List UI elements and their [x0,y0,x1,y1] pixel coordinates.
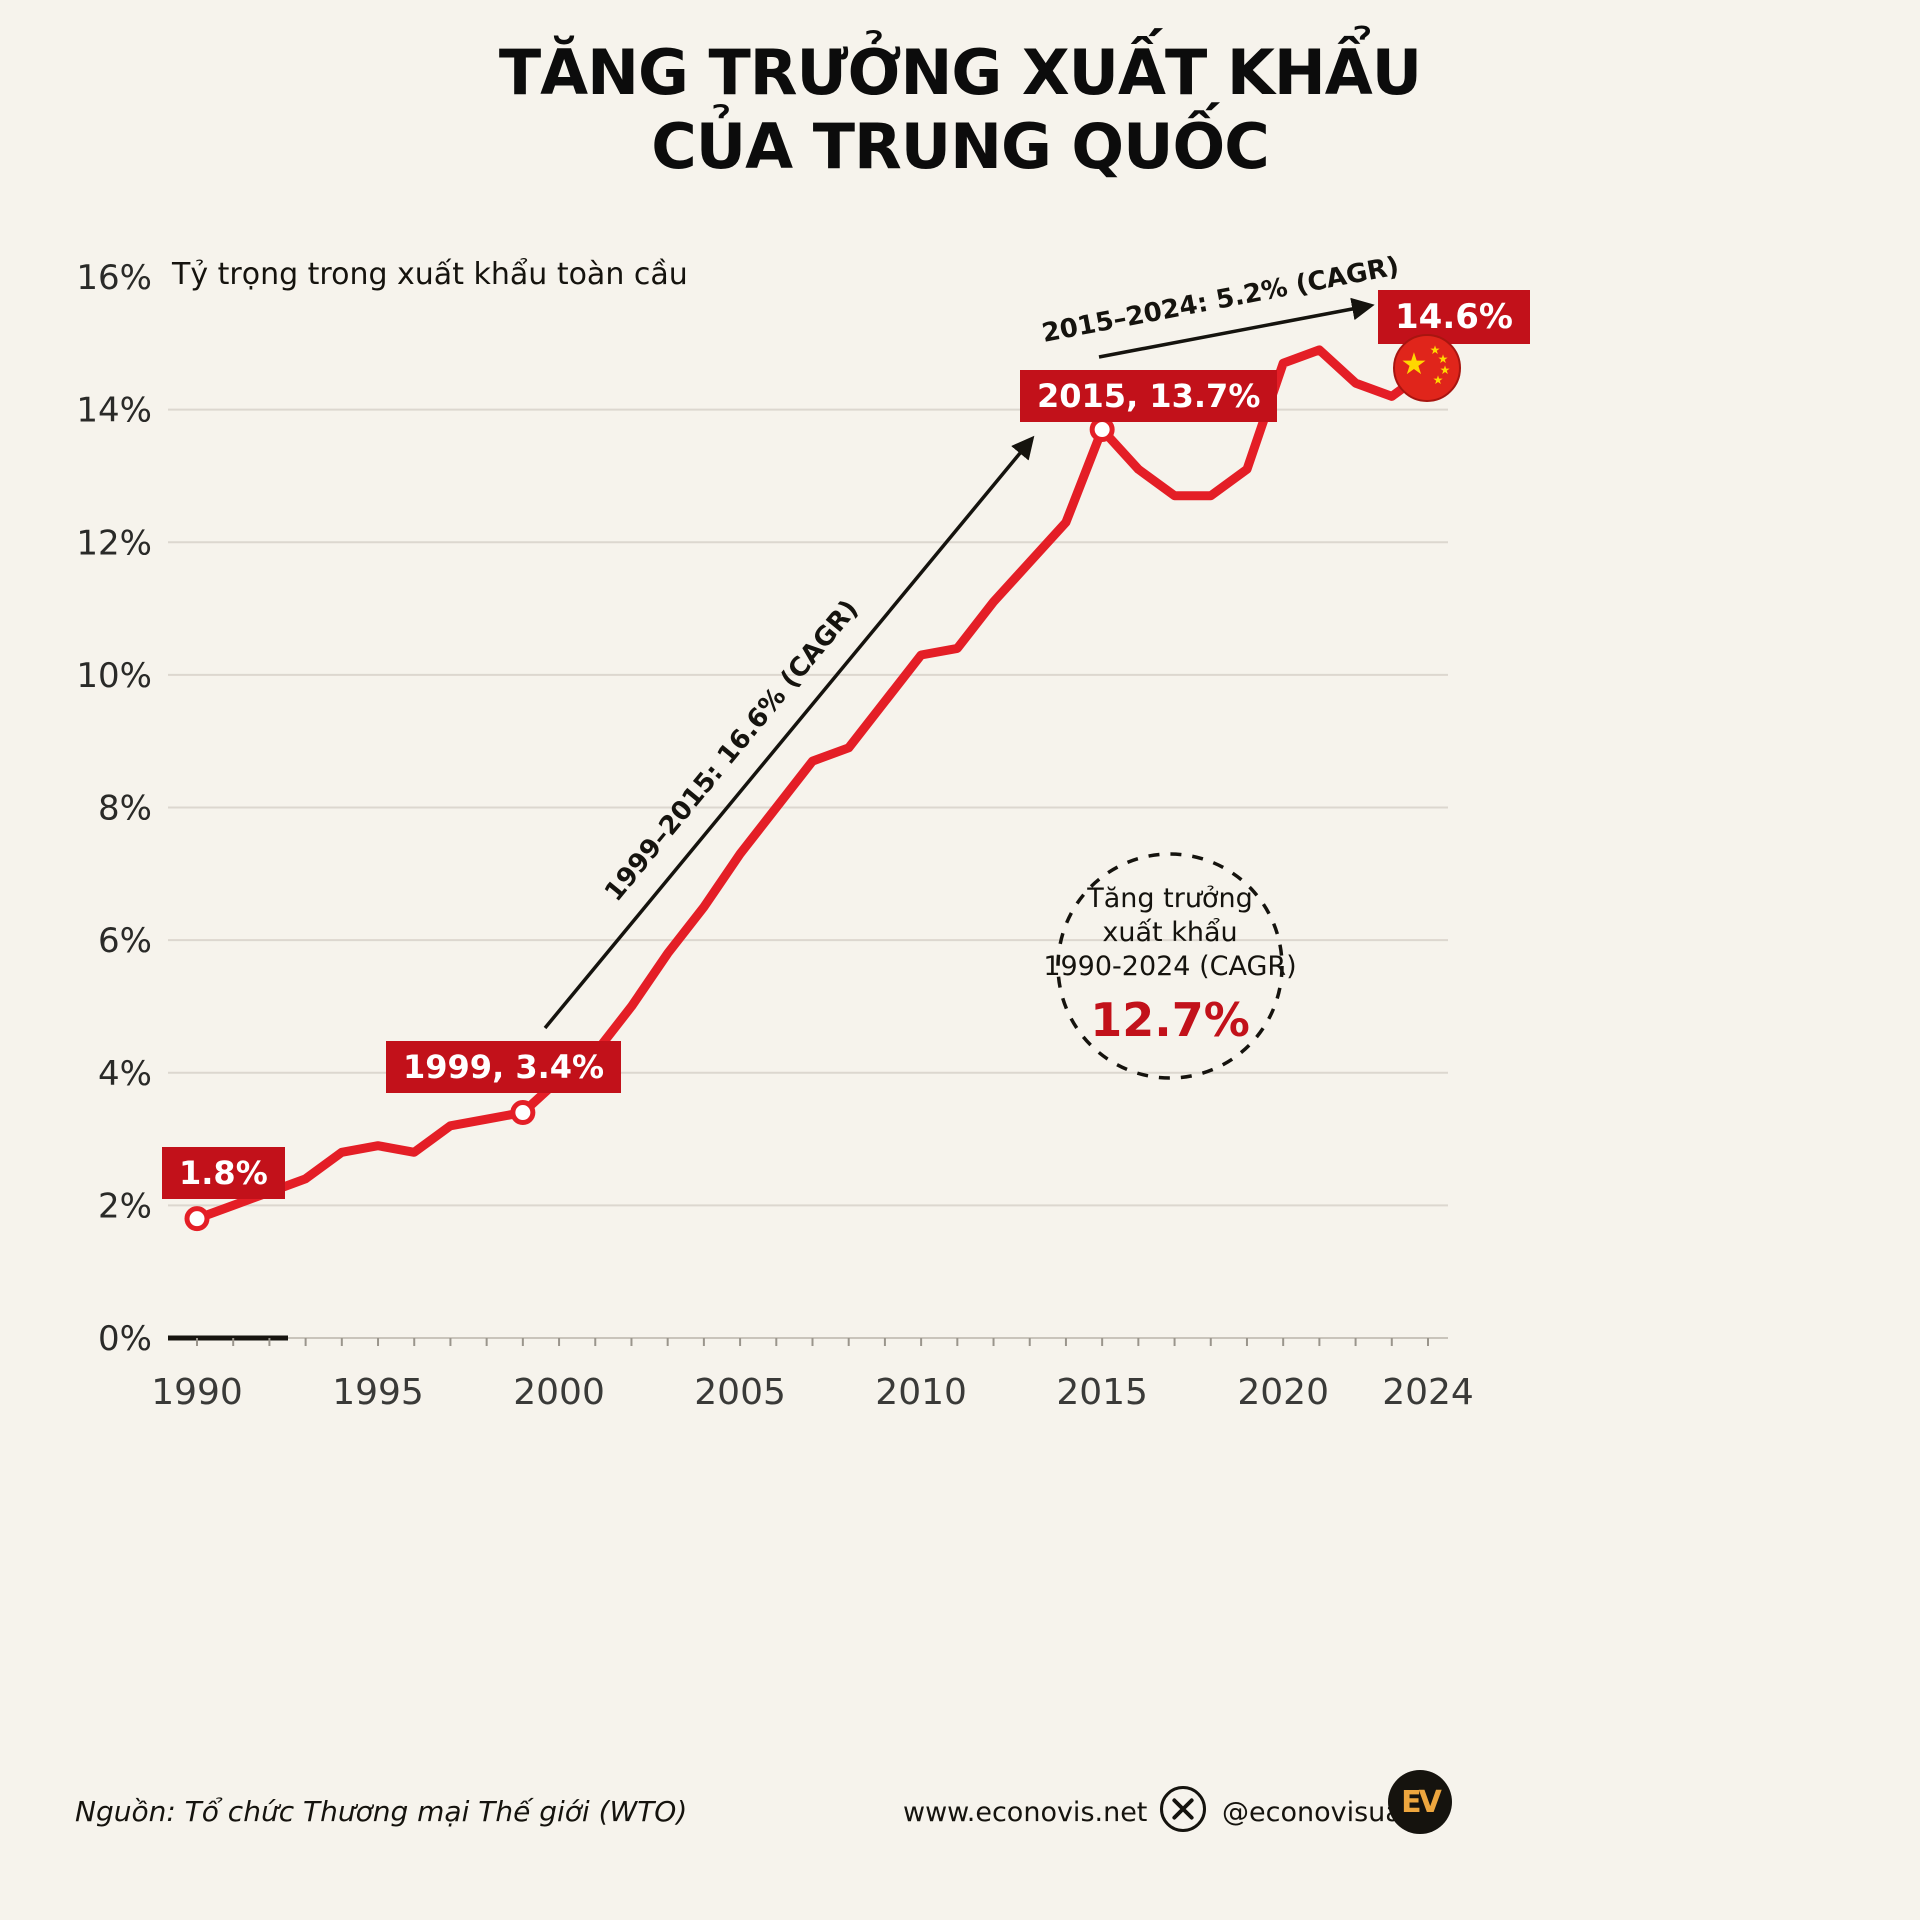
econovis-logo: EV [1388,1770,1452,1834]
y-axis-label: 0% [98,1319,152,1359]
y-axis-label: 4% [98,1054,152,1094]
y-axis-label: 2% [98,1186,152,1226]
value-badge-1999: 1999, 3.4% [386,1041,622,1093]
cagr-summary-value: 12.7% [1090,993,1250,1048]
x-axis-label: 2024 [1382,1372,1474,1413]
svg-text:★: ★ [1430,343,1441,357]
x-axis-label: 2010 [875,1372,967,1413]
cagr-arrow-2015-2024 [1098,297,1375,359]
svg-text:★: ★ [1438,352,1449,366]
cagr-summary-line1: Tăng trưởng [1087,883,1253,914]
cagr-summary-line3: 1990-2024 (CAGR) [1043,950,1297,982]
x-axis-label: 2000 [513,1372,605,1413]
data-point-marker-1999 [510,1100,536,1126]
svg-text:★: ★ [1401,347,1428,382]
export-share-line [192,345,1433,1224]
data-point-marker-2015 [1089,417,1115,443]
y-axis-label: 8% [98,789,152,829]
econovis-logo-text: EV [1401,1784,1442,1820]
cagr-summary-line2: xuất khẩu [1102,916,1238,948]
chart-title-line1: TĂNG TRƯỞNG XUẤT KHẨU [498,36,1422,109]
website-text: www.econovis.net [903,1797,1148,1828]
cagr-circle-outline [1056,852,1284,1080]
y-axis-label: 12% [76,523,152,563]
data-point-marker-1990 [184,1206,210,1232]
cagr-arrow-1999-2015 [543,435,1035,1030]
x-axis-label: 2020 [1237,1372,1329,1413]
value-badge-2024: 14.6% [1378,290,1530,344]
x-glyph [1172,1798,1194,1820]
y-axis-title: Tỷ trọng trong xuất khẩu toàn cầu [172,257,688,292]
x-axis-label: 2015 [1056,1372,1148,1413]
value-badge-1990: 1.8% [162,1147,285,1199]
x-axis-label: 1990 [151,1372,243,1413]
line-layer [184,345,1433,1232]
svg-text:★: ★ [1440,363,1451,377]
x-axis-label: 2005 [694,1372,786,1413]
y-axis-label: 6% [98,921,152,961]
chart-title-line2: CỦA TRUNG QUỐC [651,110,1269,184]
cagr-summary: Tăng trưởng xuất khẩu 1990-2024 (CAGR) 1… [1040,882,1300,1047]
x-social-icon [1160,1786,1206,1832]
grid-layer [168,408,1448,1207]
y-axis-label: 14% [76,391,152,431]
china-flag-icon: ★ ★ ★ ★ ★ [1391,332,1463,404]
y-axis-label: 10% [76,656,152,696]
x-axis-label: 1995 [332,1372,424,1413]
chart-title: TĂNG TRƯỞNG XUẤT KHẨU CỦA TRUNG QUỐC [0,36,1920,185]
source-note: Nguồn: Tổ chức Thương mại Thế giới (WTO) [75,1795,688,1828]
value-badge-2015: 2015, 13.7% [1020,370,1278,422]
y-axis-label: 16% [76,258,152,298]
svg-text:★: ★ [1433,373,1444,387]
axis-layer: 0% 2% 4% 6% 8% 10% 12% 14% 16% 1990 1995 2000 2005 20… [76,258,1473,1413]
